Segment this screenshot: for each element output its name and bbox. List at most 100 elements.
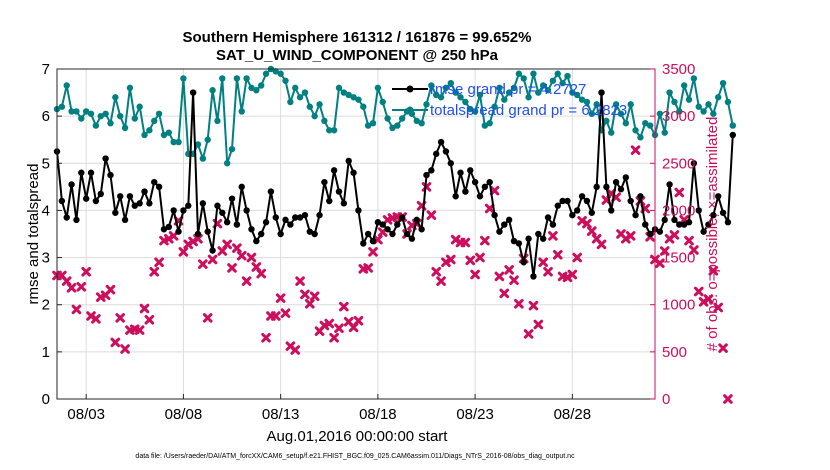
y-tick-label: 5: [42, 155, 50, 172]
series-totalspread-point: [87, 110, 95, 117]
series-totalspread-point: [642, 120, 649, 127]
obs-point: [659, 246, 670, 256]
series-rmse-point: [165, 223, 173, 231]
series-rmse-point: [622, 174, 630, 181]
series-rmse-point: [554, 202, 561, 209]
series-rmse-point: [433, 150, 440, 158]
series-totalspread-point: [131, 115, 138, 122]
series-rmse-point: [63, 214, 70, 221]
series-totalspread-point: [228, 145, 236, 153]
series-rmse-point: [180, 207, 187, 214]
obs-point: [110, 337, 121, 348]
obs-point: [305, 298, 315, 309]
obs-point: [334, 323, 344, 334]
series-rmse-point: [685, 219, 693, 226]
series-rmse-point: [418, 226, 425, 233]
obs-point: [713, 302, 724, 313]
obs-point: [431, 266, 442, 277]
series-totalspread-point: [107, 120, 114, 127]
series-rmse-point: [257, 230, 265, 238]
chart-subtitle: SAT_U_WIND_COMPONENT @ 250 hPa: [216, 47, 499, 64]
series-totalspread-point: [301, 89, 309, 96]
series-rmse-point: [107, 171, 114, 179]
series-rmse-point: [661, 216, 668, 224]
series-rmse-point: [700, 228, 707, 235]
obs-point: [280, 308, 291, 318]
series-totalspread-point: [700, 108, 707, 115]
series-rmse-point: [73, 216, 80, 224]
series-rmse-point: [384, 226, 391, 233]
series-totalspread-point: [364, 122, 372, 129]
y-tick-label: 4: [42, 202, 50, 219]
series-rmse-point: [92, 197, 100, 205]
series-rmse-point: [102, 155, 109, 162]
series-rmse-point: [82, 195, 90, 202]
obs-point: [684, 235, 694, 246]
series-totalspread-point: [277, 70, 284, 77]
series-totalspread-point: [583, 98, 591, 106]
series-totalspread-point: [710, 110, 717, 117]
series-rmse-point: [505, 216, 513, 224]
obs-point: [246, 252, 257, 263]
series-rmse-point: [476, 193, 484, 200]
series-rmse-point: [277, 230, 284, 238]
series-rmse-point: [175, 228, 182, 235]
series-rmse-point: [632, 211, 639, 219]
obs-point: [630, 145, 641, 155]
series-rmse-point: [603, 183, 610, 191]
series-rmse-point: [437, 138, 445, 146]
obs-point: [718, 343, 728, 353]
obs-point: [475, 252, 485, 263]
series-rmse-point: [306, 228, 314, 235]
series-rmse-point: [671, 216, 678, 224]
series-totalspread-point: [292, 84, 299, 92]
legend-spread-label: totalspread grand pr = 6.2823: [430, 102, 627, 119]
series-totalspread-point: [360, 103, 367, 110]
obs-point: [543, 266, 553, 277]
y-tick-label: 2: [42, 297, 50, 314]
series-rmse-point: [369, 237, 377, 245]
series-rmse-point: [126, 193, 134, 200]
series-totalspread-point: [486, 120, 493, 127]
series-rmse-point: [413, 216, 420, 224]
series-rmse-point: [155, 183, 163, 191]
obs-point: [625, 231, 636, 241]
series-totalspread-point: [457, 94, 464, 101]
series-totalspread-point: [345, 91, 352, 99]
series-rmse-point: [199, 200, 207, 207]
series-rmse-point: [549, 221, 557, 228]
series-totalspread-point: [355, 96, 362, 103]
series-totalspread-point: [447, 79, 455, 87]
obs-point: [261, 332, 271, 343]
obs-point: [275, 293, 286, 303]
series-totalspread-point: [330, 127, 338, 134]
series-totalspread-point: [58, 103, 66, 110]
series-totalspread-point: [175, 138, 182, 146]
series-rmse-point: [316, 211, 323, 219]
series-rmse-point: [515, 240, 523, 247]
series-rmse-point: [204, 228, 211, 235]
series-totalspread-point: [666, 89, 673, 96]
series-rmse-point: [574, 207, 581, 214]
series-totalspread-point: [535, 89, 542, 96]
series-totalspread-point: [311, 112, 318, 120]
series-rmse-point: [360, 240, 367, 247]
obs-point: [115, 313, 126, 323]
series-totalspread-point: [442, 84, 450, 92]
obs-point: [105, 284, 116, 295]
series-totalspread-point: [63, 82, 70, 89]
obs-point: [178, 247, 189, 257]
series-rmse-point: [112, 209, 119, 216]
x-tick-label: 08/18: [359, 406, 397, 423]
series-rmse-point: [345, 157, 352, 165]
x-axis-ticks: 08/03 08/08 08/13 08/18 08/23 08/28: [67, 394, 591, 423]
obs-point: [528, 300, 539, 311]
series-totalspread-point: [671, 98, 678, 106]
series-totalspread-point: [117, 112, 124, 120]
obs-point: [703, 294, 714, 304]
series-rmse-point: [136, 200, 143, 207]
obs-point: [71, 304, 82, 315]
series-totalspread-point: [515, 70, 523, 77]
series-rmse-point: [209, 247, 216, 254]
series-totalspread-point: [496, 84, 503, 92]
